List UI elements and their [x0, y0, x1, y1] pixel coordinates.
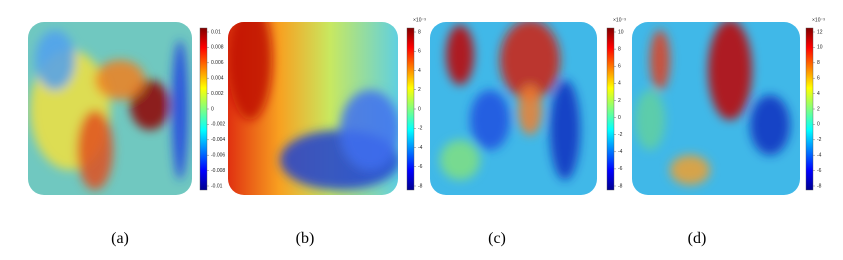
colorbar-tick-label: 4 — [817, 91, 820, 97]
colorbar-tick-label: 10 — [817, 45, 823, 51]
colorbar-tick-label: -8 — [418, 183, 423, 189]
colorbar-tick-label: 6 — [817, 76, 820, 82]
panel: 10 8 6 4 2 0 -2 -4 -6 -8 ×10⁻³ (c) — [430, 17, 626, 247]
blob — [340, 90, 398, 170]
colorbar-tick-label: 12 — [817, 29, 823, 35]
blob — [670, 155, 710, 185]
heatmap-blobs — [635, 22, 790, 185]
colorbar-exponent: ×10⁻³ — [413, 17, 426, 23]
blob — [518, 85, 542, 135]
panel-caption: (d) — [688, 230, 707, 247]
blob — [708, 22, 752, 120]
colorbar — [199, 27, 208, 191]
blob — [77, 110, 113, 190]
panel: 8 6 4 2 0 -2 -4 -6 -8 ×10⁻³ (b) — [228, 17, 426, 247]
colorbar-tick-label: 0.004 — [211, 76, 224, 82]
colorbar — [805, 27, 814, 191]
panel: 0.01 0.008 0.006 0.004 0.002 0 -0.002 -0.004 -0.… — [28, 22, 225, 247]
colorbar-tick-label: 0 — [211, 106, 214, 112]
heatmap — [430, 22, 597, 195]
colorbar-tick-label: 0.002 — [211, 91, 224, 97]
panel-caption: (c) — [488, 230, 506, 247]
blob — [446, 25, 474, 85]
panel: 12 10 8 6 4 2 0 -2 -4 -6 -8 ×10⁻³ (d) — [632, 17, 825, 247]
heatmap-blobs — [30, 30, 188, 190]
colorbar-tick-label: -2 — [418, 126, 423, 132]
colorbar-tick-label: -8 — [817, 183, 822, 189]
colorbar-tick-label: -0.004 — [211, 137, 225, 143]
colorbar-tick-label: 0.008 — [211, 45, 224, 51]
colorbar-tick-label: -0.006 — [211, 153, 225, 159]
colorbar-tick-label: 0 — [418, 106, 421, 112]
colorbar-tick-label: 0.006 — [211, 60, 224, 66]
colorbar-tick-label: -6 — [817, 168, 822, 174]
colorbar-tick-label: -6 — [418, 164, 423, 170]
colorbar-exponent: ×10⁻³ — [613, 17, 626, 23]
colorbar-tick-label: 2 — [817, 106, 820, 112]
colorbar-tick-label: -4 — [418, 145, 423, 151]
blob — [500, 22, 560, 100]
panel-caption: (b) — [296, 230, 315, 247]
colorbar-tick-label: -0.01 — [211, 183, 223, 189]
colorbar-tick-label: 0 — [817, 122, 820, 128]
heatmap-blobs — [228, 22, 398, 190]
colorbar-tick-label: -0.008 — [211, 168, 225, 174]
colorbar-tick-label: 2 — [418, 87, 421, 93]
blob — [635, 90, 665, 150]
blob — [650, 30, 670, 90]
blob — [130, 80, 170, 130]
colorbar-tick-label: -2 — [817, 137, 822, 143]
colorbar-tick-label: 8 — [418, 29, 421, 35]
colorbar-tick-label: -4 — [618, 149, 623, 155]
blob — [172, 40, 188, 180]
colorbar-tick-label: 4 — [618, 81, 621, 87]
colorbar-tick-label: -4 — [817, 153, 822, 159]
blob — [228, 22, 272, 120]
colorbar-tick-label: -0.002 — [211, 122, 225, 128]
colorbar-tick-label: 0 — [618, 115, 621, 121]
colorbar-tick-label: 6 — [418, 49, 421, 55]
colorbar-tick-label: 8 — [618, 46, 621, 52]
colorbar — [406, 27, 415, 191]
heatmap — [228, 22, 398, 195]
colorbar-tick-label: 0.01 — [211, 29, 221, 35]
colorbar-tick-label: 10 — [618, 29, 624, 35]
blob — [95, 60, 145, 100]
blob — [550, 80, 580, 180]
colorbar-tick-label: -8 — [618, 183, 623, 189]
colorbar-tick-label: 4 — [418, 68, 421, 74]
panel-caption: (a) — [111, 230, 129, 247]
colorbar-exponent: ×10⁻³ — [812, 17, 825, 23]
colorbar — [606, 27, 615, 191]
heatmap — [28, 22, 192, 195]
colorbar-tick-label: -2 — [618, 132, 623, 138]
colorbar-tick-label: -6 — [618, 166, 623, 172]
colorbar-tick-label: 2 — [618, 98, 621, 104]
colorbar-tick-label: 8 — [817, 60, 820, 66]
blob — [470, 90, 510, 150]
blob — [35, 30, 75, 90]
heatmap-blobs — [440, 22, 580, 180]
heatmap — [632, 22, 800, 195]
blob — [750, 95, 790, 155]
colorbar-tick-label: 6 — [618, 64, 621, 70]
blob — [440, 140, 480, 180]
